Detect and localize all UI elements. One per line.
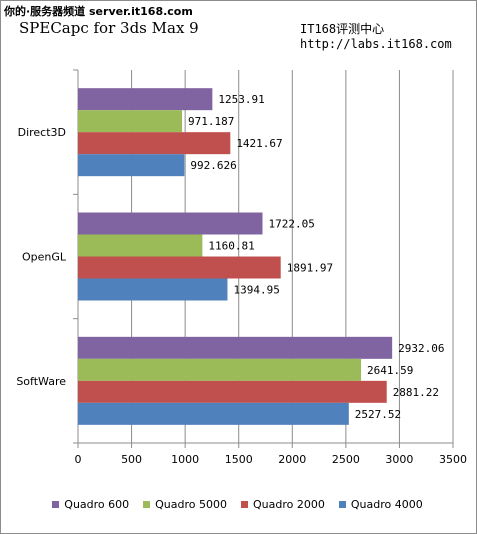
category-label: OpenGL bbox=[22, 251, 67, 264]
legend-item: Quadro 600 bbox=[52, 498, 129, 511]
x-tick-label: 0 bbox=[75, 453, 82, 466]
bar bbox=[78, 212, 263, 235]
data-label: 2881.22 bbox=[393, 386, 439, 399]
data-label: 1722.05 bbox=[269, 218, 315, 231]
legend-swatch bbox=[338, 501, 346, 508]
legend-label: Quadro 600 bbox=[64, 498, 130, 511]
source-url: http://labs.it168.com bbox=[300, 37, 452, 51]
bar bbox=[78, 110, 183, 133]
x-tick-label: 2500 bbox=[332, 453, 360, 466]
legend-item: Quadro 4000 bbox=[338, 498, 423, 511]
data-label: 1891.97 bbox=[287, 262, 333, 275]
legend-swatch bbox=[52, 501, 60, 508]
legend-label: Quadro 5000 bbox=[155, 498, 227, 511]
bar bbox=[78, 278, 228, 301]
source-name: IT168评测中心 bbox=[300, 22, 385, 36]
bar bbox=[78, 132, 231, 155]
bar bbox=[78, 88, 213, 111]
category-label: Direct3D bbox=[18, 126, 66, 139]
chart-title: SPECapc for 3ds Max 9 bbox=[19, 19, 199, 37]
bar bbox=[78, 402, 349, 425]
data-label: 1394.95 bbox=[233, 284, 279, 297]
x-tick-label: 3500 bbox=[439, 453, 467, 466]
data-label: 2527.52 bbox=[355, 408, 401, 421]
data-label: 2641.59 bbox=[367, 364, 413, 377]
data-label: 992.626 bbox=[190, 159, 236, 172]
bar bbox=[78, 234, 203, 257]
bar bbox=[78, 336, 393, 359]
legend-item: Quadro 2000 bbox=[241, 498, 325, 511]
legend-label: Quadro 2000 bbox=[253, 498, 325, 511]
legend-item: Quadro 5000 bbox=[143, 498, 227, 511]
bar bbox=[78, 256, 281, 279]
x-tick-label: 1000 bbox=[171, 453, 199, 466]
legend-swatch bbox=[241, 501, 248, 508]
x-tick-label: 1500 bbox=[225, 453, 253, 466]
data-label: 1253.91 bbox=[218, 93, 264, 106]
data-label: 1421.67 bbox=[236, 137, 282, 150]
data-label: 1160.81 bbox=[208, 240, 254, 253]
bar bbox=[78, 380, 387, 403]
category-label: SoftWare bbox=[16, 375, 66, 388]
data-label: 971.187 bbox=[188, 115, 234, 128]
legend-label: Quadro 4000 bbox=[350, 498, 423, 511]
bar bbox=[78, 358, 362, 381]
data-label: 2932.06 bbox=[398, 342, 444, 355]
site-watermark: 你的·服务器频道 server.it168.com bbox=[4, 5, 193, 18]
x-tick-label: 3000 bbox=[385, 453, 413, 466]
x-tick-label: 500 bbox=[121, 453, 142, 466]
chart-legend: Quadro 600 Quadro 5000 Quadro 2000 Quadro 4… bbox=[0, 498, 475, 511]
x-tick-label: 2000 bbox=[278, 453, 306, 466]
legend-swatch bbox=[143, 501, 151, 508]
bar bbox=[78, 154, 185, 177]
